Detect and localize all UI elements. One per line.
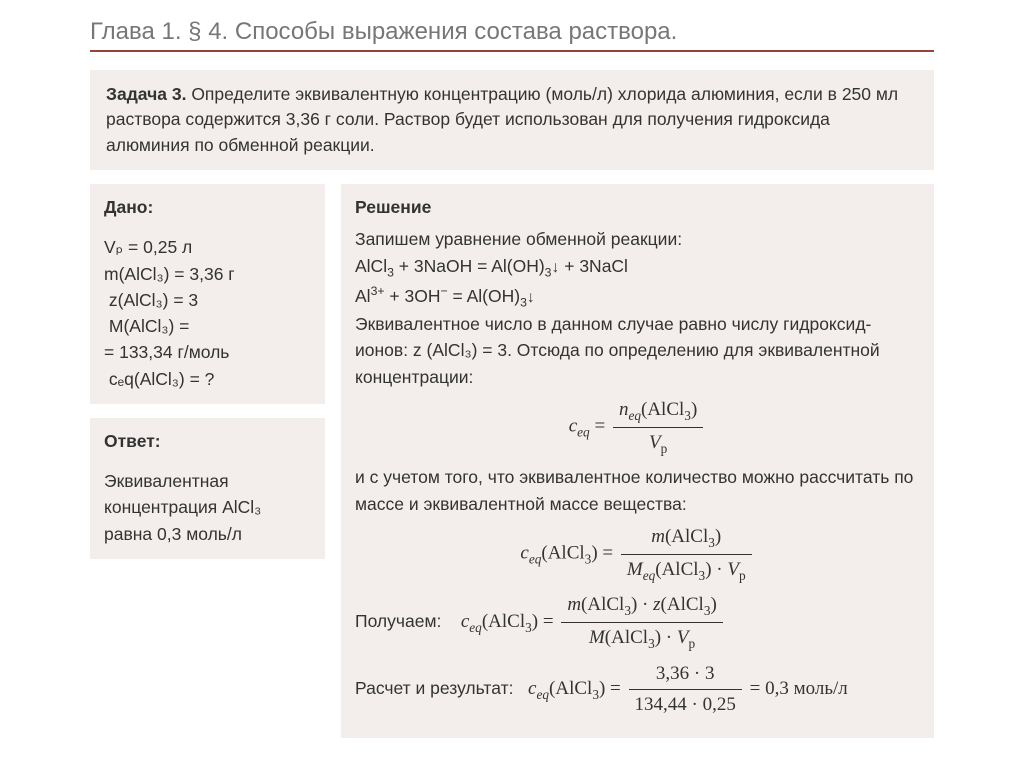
given-line: = 133,34 г/моль (104, 339, 311, 365)
solution-p2: Эквивалентное число в данном случае равн… (355, 311, 920, 390)
given-line: Vₚ = 0,25 л (104, 234, 311, 260)
formula-2: ceq(AlCl3) = m(AlCl3) Meq(AlCl3) · Vp (355, 523, 920, 585)
solution-heading: Решение (355, 194, 920, 220)
solution-p4: Получаем: (355, 608, 441, 634)
problem-text: Определите эквивалентную концентрацию (м… (106, 84, 898, 155)
given-pane: Дано: Vₚ = 0,25 л m(AlCl₃) = 3,36 г z(Al… (90, 184, 325, 404)
formula-1: ceq = neq(AlCl3) Vp (355, 396, 920, 458)
answer-heading: Ответ: (104, 428, 311, 454)
solution-eq2: Al3+ + 3OH− = Al(OH)3↓ (355, 282, 920, 312)
given-line: cₑq(AlCl₃) = ? (104, 366, 311, 392)
given-line: m(AlCl₃) = 3,36 г (104, 261, 311, 287)
solution-pane: Решение Запишем уравнение обменной реакц… (341, 184, 934, 738)
given-heading: Дано: (104, 194, 311, 220)
answer-text: Эквивалентная концентрация AlCl₃ равна 0… (104, 468, 311, 547)
content-columns: Дано: Vₚ = 0,25 л m(AlCl₃) = 3,36 г z(Al… (90, 184, 934, 738)
formula-4: ceq(AlCl3) = 3,36 · 3 134,44 · 0,25 = 0,… (528, 678, 848, 699)
solution-p1: Запишем уравнение обменной реакции: (355, 226, 920, 252)
given-line: z(AlCl₃) = 3 (104, 287, 311, 313)
formula-3: ceq(AlCl3) = m(AlCl3) · z(AlCl3) M(AlCl3… (461, 611, 726, 632)
answer-pane: Ответ: Эквивалентная концентрация AlCl₃ … (90, 418, 325, 559)
problem-label: Задача 3. (106, 84, 186, 104)
chapter-title: Глава 1. § 4. Способы выражения состава … (90, 18, 934, 52)
solution-p3: и с учетом того, что эквивалентное колич… (355, 464, 920, 517)
solution-eq1: AlCl3 + 3NaOH = Al(OH)3↓ + 3NaCl (355, 253, 920, 282)
formula-3-row: Получаем: ceq(AlCl3) = m(AlCl3) · z(AlCl… (355, 591, 920, 653)
solution-p5: Расчет и результат: (355, 675, 513, 701)
given-line: M(AlCl₃) = (104, 313, 311, 339)
problem-statement: Задача 3. Определите эквивалентную конце… (90, 70, 934, 170)
formula-4-row: Расчет и результат: ceq(AlCl3) = 3,36 · … (355, 660, 920, 720)
